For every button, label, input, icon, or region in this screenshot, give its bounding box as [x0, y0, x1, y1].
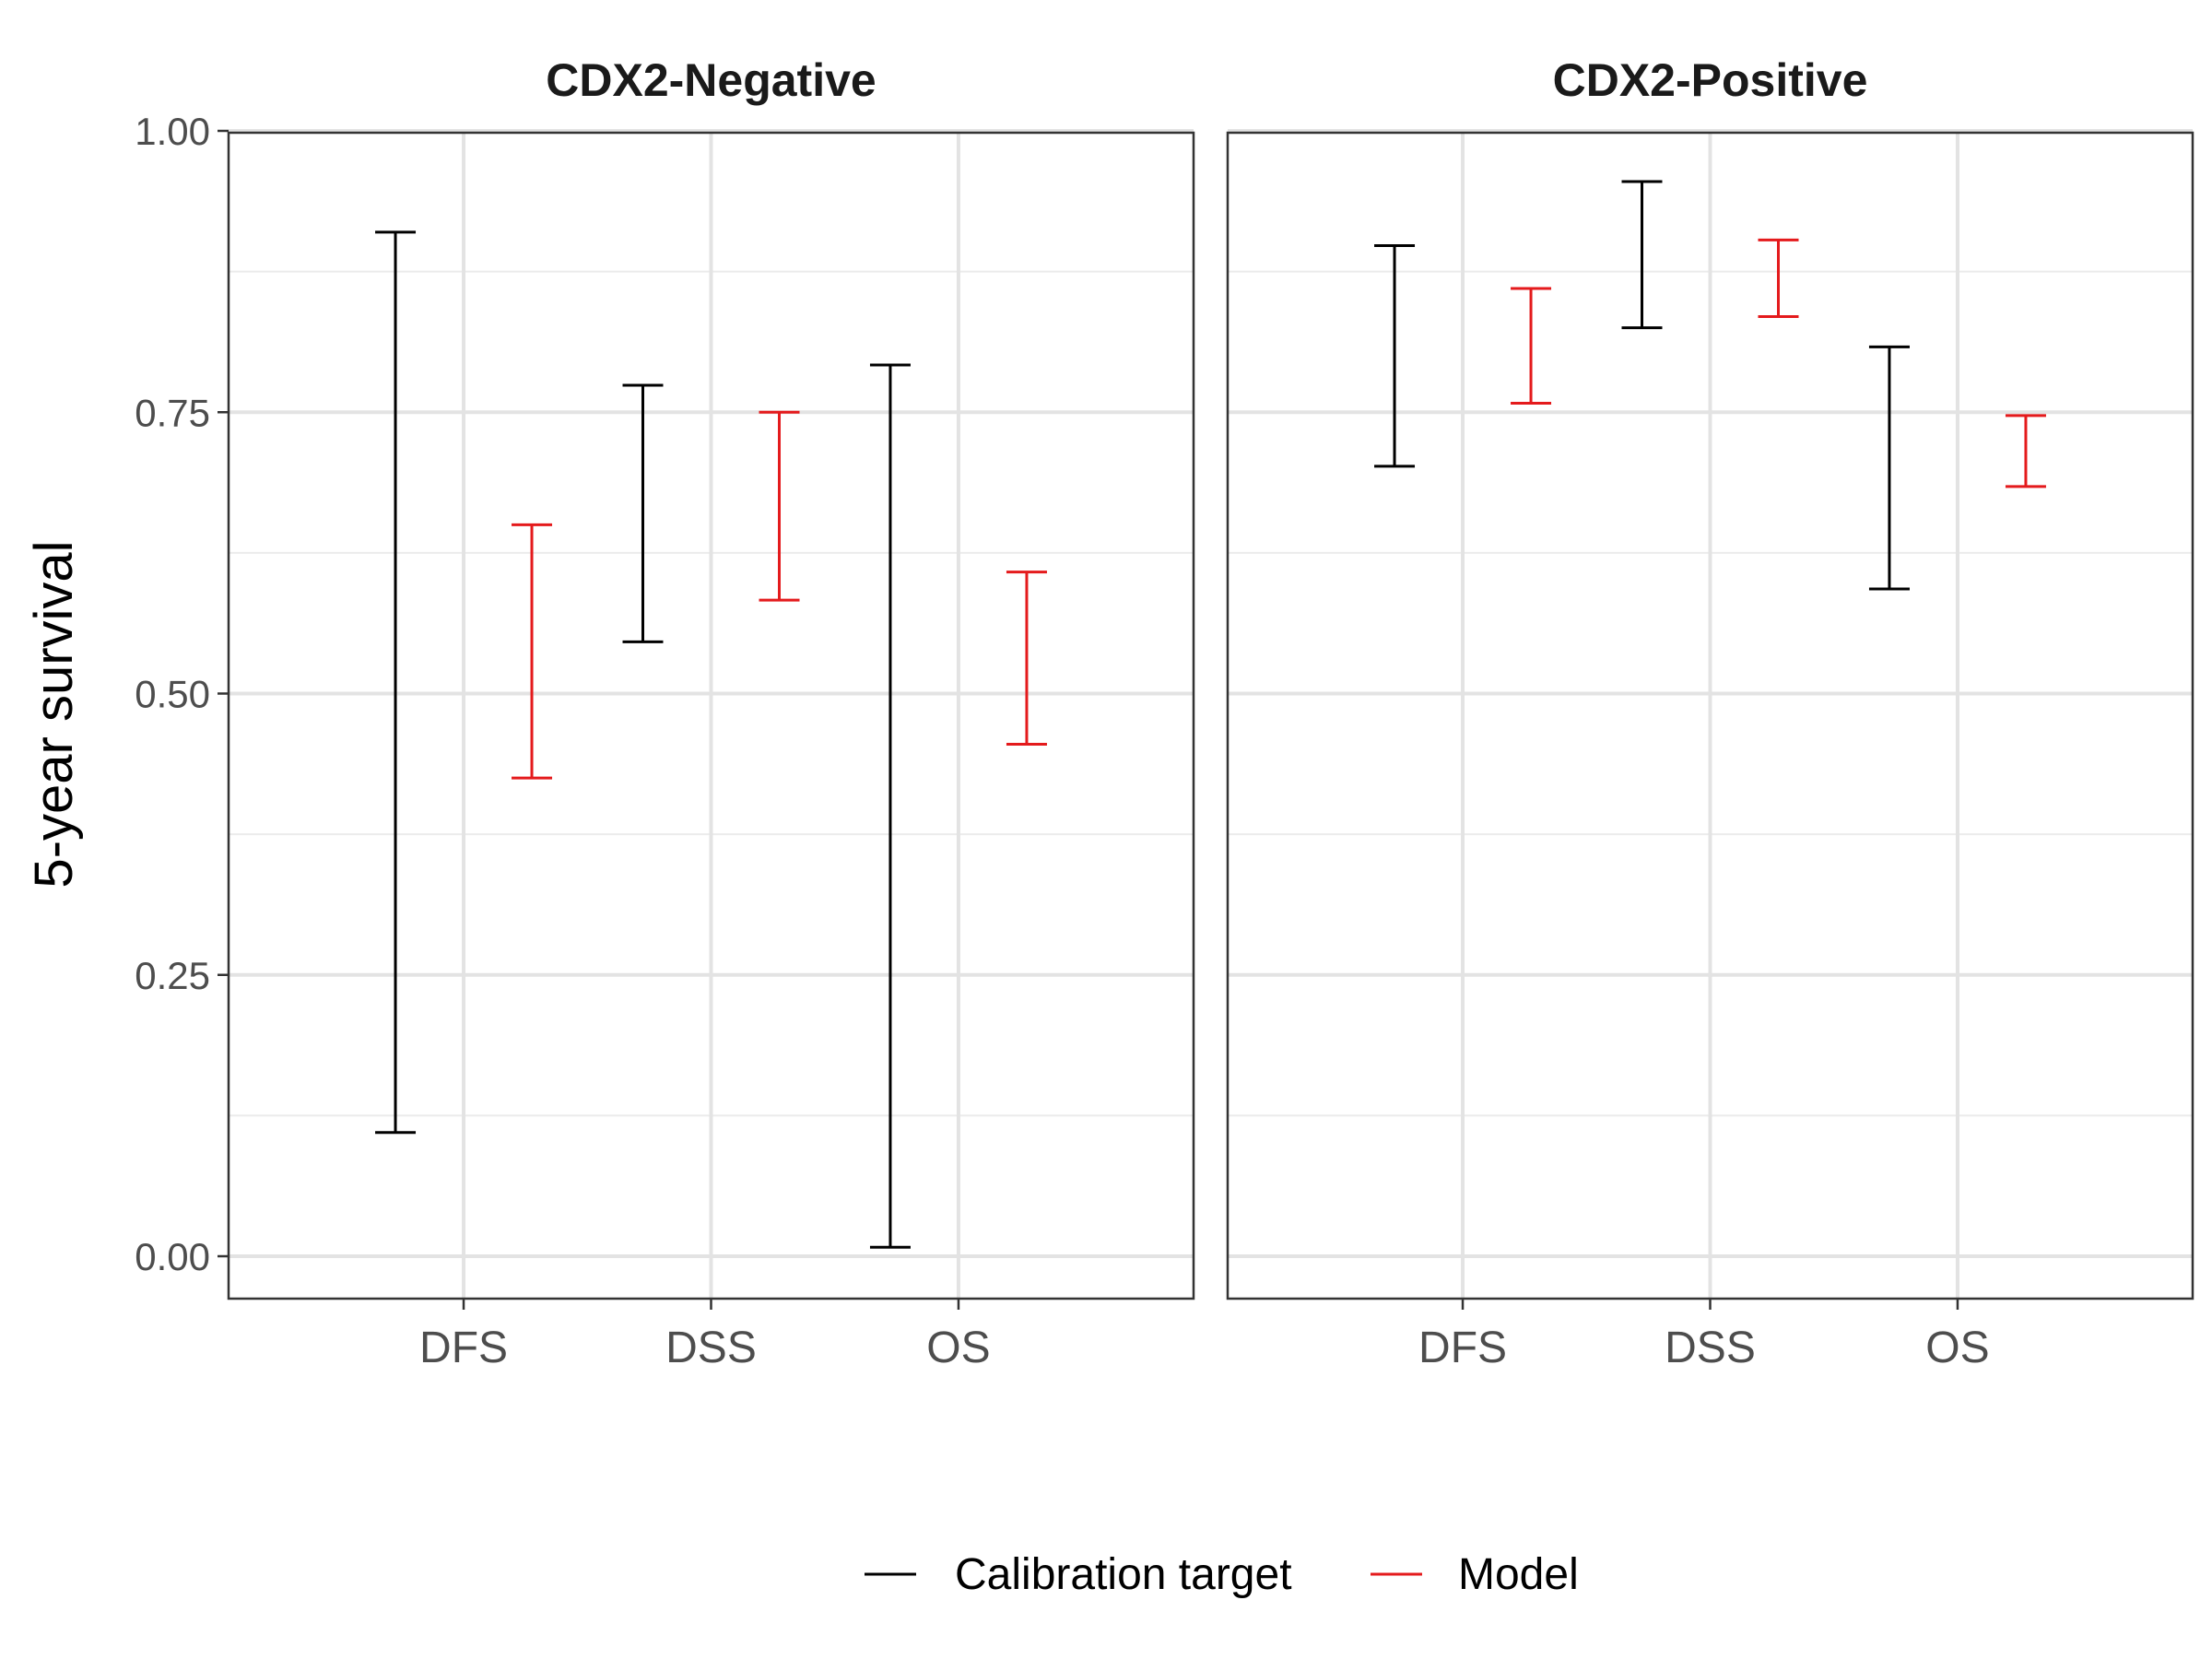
y-tick-label: 0.50 [135, 673, 210, 716]
major-gridlines [229, 129, 1194, 1299]
error-bar [1758, 238, 1799, 318]
y-tick-label: 0.00 [135, 1235, 210, 1278]
y-tick-label: 0.75 [135, 391, 210, 434]
error-bar [1006, 571, 1047, 746]
error-bar [375, 230, 417, 1135]
legend-label: Calibration target [955, 1550, 1292, 1599]
error-bar [869, 363, 911, 1249]
legend-item: Model [1371, 1550, 1579, 1599]
x-tick-label: DSS [1665, 1324, 1756, 1372]
x-tick-label: DSS [665, 1324, 757, 1372]
major-gridlines [1228, 129, 2193, 1299]
error-bar [759, 410, 800, 602]
panel-2: CDX2-Positive DFS DSS OS [1226, 54, 2194, 1372]
legend: Calibration target Model [865, 1550, 1579, 1599]
y-axis-title: 5-year survival [24, 540, 84, 888]
error-bars [1374, 180, 2046, 591]
error-bar [1374, 244, 1416, 468]
y-tick-label: 1.00 [135, 110, 210, 153]
x-axis: DFS DSS OS [419, 1299, 991, 1372]
y-tick-label: 0.25 [135, 954, 210, 997]
error-bar [622, 383, 664, 643]
error-bar [1868, 345, 1910, 591]
error-bars [375, 230, 1047, 1249]
error-bar [1621, 180, 1663, 330]
x-tick-label: OS [1925, 1324, 1989, 1372]
panels: CDX2-Negative DFS DSS OS 0.00 0.25 0.50 0.75 1.0… [135, 54, 2194, 1372]
error-bar [2005, 414, 2046, 488]
x-axis: DFS DSS OS [1418, 1299, 1990, 1372]
panel-title: CDX2-Positive [1553, 54, 1868, 106]
legend-item: Calibration target [865, 1550, 1292, 1599]
error-bar [512, 523, 553, 780]
error-bar [1511, 287, 1552, 405]
y-axis: 0.00 0.25 0.50 0.75 1.00 [135, 110, 229, 1278]
x-tick-label: OS [926, 1324, 990, 1372]
x-tick-label: DFS [1418, 1324, 1507, 1372]
x-tick-label: DFS [419, 1324, 508, 1372]
panel-title: CDX2-Negative [546, 54, 876, 106]
legend-label: Model [1458, 1550, 1579, 1599]
panel-1: CDX2-Negative DFS DSS OS 0.00 0.25 0.50 0.75 1.0… [135, 54, 1195, 1372]
